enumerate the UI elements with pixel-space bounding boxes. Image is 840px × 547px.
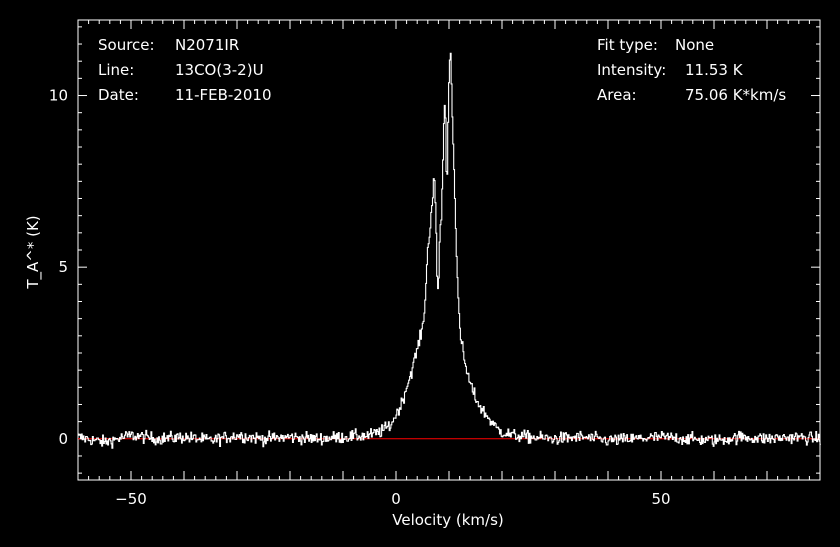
x-tick-label: 50: [651, 490, 670, 508]
y-tick-label: 10: [49, 87, 68, 105]
source-value: N2071IR: [175, 36, 239, 54]
line-label: Line:: [98, 61, 134, 79]
date-value: 11-FEB-2010: [175, 86, 271, 104]
x-axis-label: Velocity (km/s): [392, 511, 503, 529]
intensity-value: 11.53 K: [685, 61, 744, 79]
intensity-label: Intensity:: [597, 61, 666, 79]
area-label: Area:: [597, 86, 637, 104]
y-tick-label: 0: [58, 430, 68, 448]
fit-type-value: None: [675, 36, 714, 54]
data-layer: [78, 52, 821, 449]
date-label: Date:: [98, 86, 139, 104]
area-value: 75.06 K*km/s: [685, 86, 786, 104]
source-label: Source:: [98, 36, 155, 54]
y-axis-label-group: T_A^* (K): [24, 215, 43, 289]
x-tick-label: −50: [115, 490, 147, 508]
header-left: Source: N2071IR Line: 13CO(3-2)U Date: 1…: [98, 36, 271, 104]
spectrum-line: [78, 52, 821, 449]
header-right: Fit type: None Intensity: 11.53 K Area: …: [597, 36, 786, 104]
y-tick-label: 5: [58, 258, 68, 276]
line-value: 13CO(3-2)U: [175, 61, 264, 79]
x-tick-label: 0: [391, 490, 401, 508]
fit-type-label: Fit type:: [597, 36, 658, 54]
y-axis-label: T_A^* (K): [24, 215, 43, 289]
